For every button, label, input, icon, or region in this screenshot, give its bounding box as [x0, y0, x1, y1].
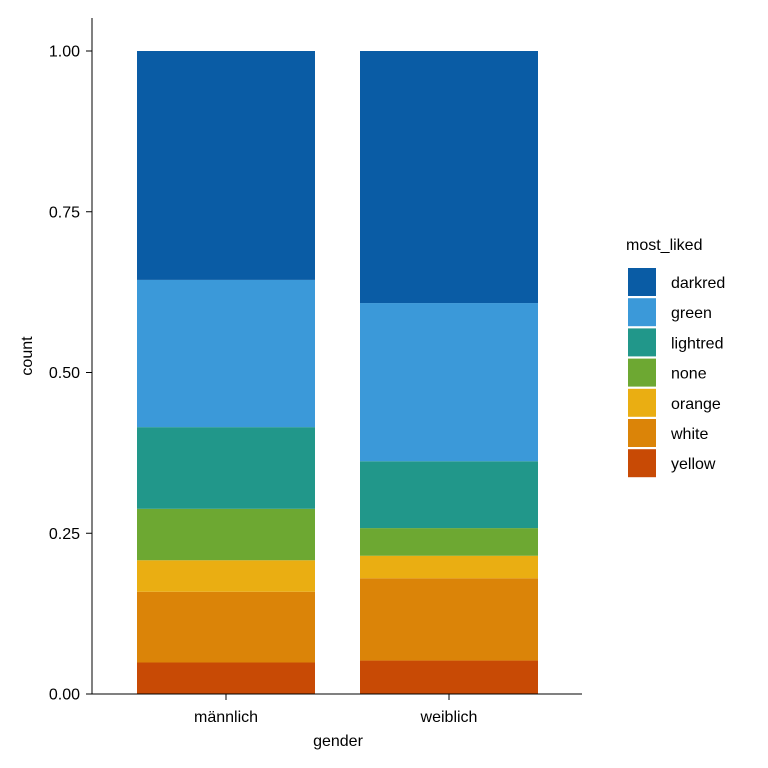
y-axis-ticks: 0.00 0.25 0.50 0.75 1.00	[49, 44, 92, 704]
y-tick-label: 1.00	[49, 44, 80, 61]
bar-segment-lightred-0	[137, 427, 315, 509]
x-axis-ticks: männlich weiblich	[194, 694, 477, 726]
legend-label-yellow: yellow	[671, 456, 716, 473]
legend-label-darkred: darkred	[671, 275, 725, 292]
y-tick-label: 0.75	[49, 204, 80, 221]
legend-swatch-darkred	[628, 268, 656, 296]
legend-swatch-green	[628, 298, 656, 327]
bars-group	[137, 51, 538, 694]
y-tick-label: 0.00	[49, 687, 80, 704]
bar-segment-green-0	[137, 279, 315, 428]
x-axis-title: gender	[313, 733, 363, 750]
y-axis-title: count	[19, 336, 36, 376]
legend-swatch-yellow	[628, 449, 656, 478]
y-tick-label: 0.25	[49, 526, 80, 543]
bar-segment-orange-0	[137, 560, 315, 592]
x-tick-label: weiblich	[420, 709, 478, 726]
bar-segment-lightred-1	[360, 461, 538, 529]
bar-segment-darkred-0	[137, 51, 315, 280]
legend-swatch-orange	[628, 388, 656, 417]
legend: most_liked darkred green lightred none orang…	[626, 237, 725, 478]
y-tick-label: 0.50	[49, 365, 80, 382]
bar-segment-orange-1	[360, 555, 538, 579]
bar-segment-white-1	[360, 578, 538, 661]
legend-swatch-white	[628, 419, 656, 447]
legend-title: most_liked	[626, 237, 702, 254]
legend-swatch-none	[628, 358, 656, 387]
legend-label-white: white	[670, 426, 708, 443]
bar-segment-none-0	[137, 508, 315, 561]
bar-segment-white-0	[137, 591, 315, 663]
bar-segment-yellow-1	[360, 660, 538, 694]
bar-segment-green-1	[360, 303, 538, 462]
legend-label-lightred: lightred	[671, 335, 723, 352]
bar-segment-yellow-0	[137, 662, 315, 694]
legend-swatch-lightred	[628, 328, 656, 357]
legend-label-none: none	[671, 366, 707, 383]
bar-segment-darkred-1	[360, 51, 538, 304]
bar-segment-none-1	[360, 528, 538, 556]
x-tick-label: männlich	[194, 709, 258, 726]
legend-label-orange: orange	[671, 396, 721, 413]
legend-label-green: green	[671, 305, 712, 322]
